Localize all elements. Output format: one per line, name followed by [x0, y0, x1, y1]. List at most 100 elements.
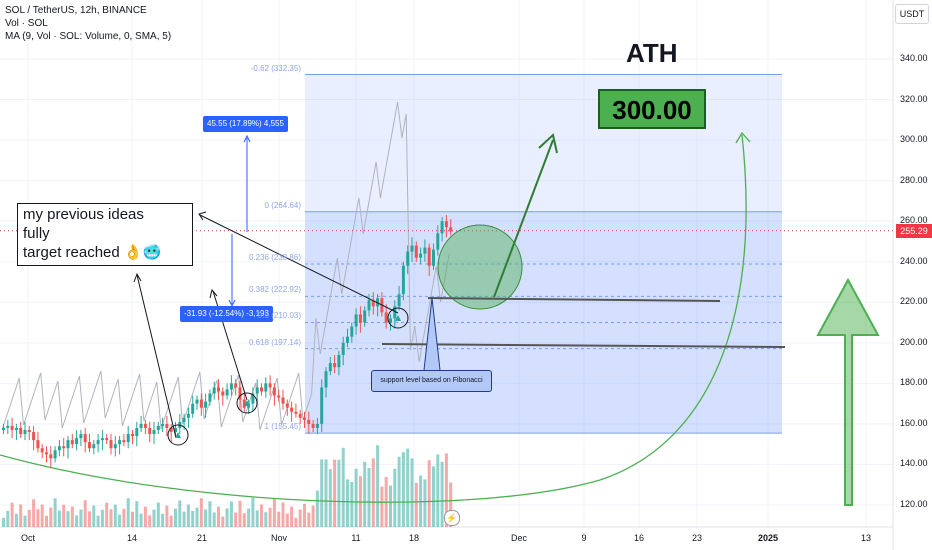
candle-body — [174, 427, 177, 433]
volume-bar — [423, 479, 427, 527]
volume-bar — [96, 515, 100, 527]
candle-body — [290, 407, 294, 412]
volume-bar — [346, 479, 349, 527]
fib-level-label: 0.236 (238.86) — [248, 253, 301, 263]
candle-body — [367, 300, 371, 311]
time-tick: 14 — [126, 533, 138, 543]
candle-body — [217, 387, 220, 392]
big-up-arrow — [816, 277, 880, 506]
candlesticks — [2, 215, 453, 469]
volume-bar — [333, 459, 337, 527]
volume-bar — [79, 509, 83, 527]
candle-body — [156, 425, 160, 430]
candle-body — [328, 363, 332, 372]
current-price-label: 255.29 — [896, 224, 932, 238]
volume-bar — [363, 461, 367, 527]
candle-body — [83, 434, 87, 443]
volume-bar — [449, 482, 453, 527]
candle-body — [143, 423, 147, 428]
legend-ma[interactable]: MA (9, Vol · SOL: Volume, 0, SMA, 5) — [5, 31, 172, 42]
currency-button[interactable]: USDT — [895, 4, 929, 24]
price-tick: 240.00 — [900, 255, 928, 266]
note-pointer-1-head — [133, 272, 142, 283]
volume-bars — [2, 445, 453, 527]
measure-down-label[interactable]: -31.93 (-12.54%) -3,193 — [180, 306, 273, 322]
pivot-circle — [236, 392, 258, 414]
price-tick: 140.00 — [900, 458, 928, 469]
volume-bar — [217, 506, 220, 527]
candle-body — [311, 423, 315, 428]
volume-bar — [320, 459, 324, 527]
volume-bar — [143, 506, 147, 527]
volume-bar — [376, 445, 380, 527]
candle-body — [315, 423, 319, 428]
price-tick: 160.00 — [900, 417, 928, 428]
volume-bar — [49, 507, 53, 527]
volume-bar — [156, 502, 160, 527]
volume-bar — [268, 507, 272, 527]
candle-body — [432, 249, 435, 266]
candle-body — [70, 440, 74, 445]
candle-body — [406, 251, 410, 266]
volume-bar — [414, 482, 418, 527]
candle-body — [92, 444, 96, 449]
volume-bar — [27, 509, 31, 527]
candle-body — [397, 294, 401, 307]
volume-bar — [109, 509, 113, 527]
candle-body — [57, 446, 61, 451]
legend-title[interactable]: SOL / TetherUS, 12h, BINANCE — [5, 5, 147, 16]
candle-body — [363, 310, 367, 323]
fib-level-label: 0 (264.64) — [264, 200, 301, 210]
fib-level-label: 1 (155.45) — [264, 422, 301, 432]
volume-bar — [122, 508, 126, 527]
pivot-circle — [387, 307, 409, 329]
volume-ma-polyline — [1, 101, 450, 431]
target-arrowhead — [538, 133, 558, 154]
legend-volume[interactable]: Vol · SOL — [5, 18, 48, 29]
volume-bar — [139, 513, 143, 527]
volume-bar — [367, 468, 371, 527]
volume-bar — [380, 486, 384, 527]
candle-body — [341, 342, 345, 355]
candle-body — [358, 314, 362, 323]
support-callout[interactable]: support level based on Fibonacci — [371, 370, 492, 392]
candle-body — [191, 403, 195, 414]
volume-ma-line — [1, 101, 450, 431]
candle-body — [376, 298, 380, 307]
volume-bar — [328, 469, 332, 527]
time-tick: 11 — [351, 533, 361, 543]
fib-zone-inner — [305, 211, 782, 434]
volume-bar — [294, 517, 298, 527]
candle-body — [324, 371, 328, 388]
candle-body — [19, 427, 23, 435]
candle-body — [53, 450, 57, 459]
curve-arrowhead — [735, 131, 751, 144]
volume-bar — [186, 504, 190, 527]
measure-up-label[interactable]: 45.55 (17.89%) 4,555 — [203, 116, 288, 132]
volume-bar — [62, 504, 66, 527]
curve-path — [0, 134, 747, 503]
candle-body — [389, 318, 392, 323]
volume-bar — [436, 454, 440, 527]
alert-icon[interactable]: ⚡ — [444, 510, 460, 526]
note-pointer-2-head — [209, 288, 218, 299]
volume-bar — [2, 517, 5, 527]
previous-ideas-note[interactable]: my previous ideas fully target reached 👌… — [17, 203, 193, 266]
price-tick: 320.00 — [900, 93, 928, 104]
candle-body — [152, 429, 156, 435]
price-tick: 120.00 — [900, 499, 928, 509]
volume-bar — [178, 500, 182, 527]
volume-bar — [401, 452, 405, 527]
volume-bar — [307, 512, 311, 527]
target-price-label[interactable]: 300.00 — [598, 89, 706, 129]
volume-bar — [6, 510, 10, 527]
ath-label[interactable]: ATH — [626, 38, 678, 68]
candle-body — [79, 434, 83, 439]
measure-up-arrowhead — [243, 134, 251, 143]
volume-bar — [242, 513, 246, 527]
support-line-1 — [427, 297, 721, 302]
candle-body — [393, 306, 397, 319]
volume-bar — [440, 461, 444, 527]
candle-body — [135, 427, 139, 437]
